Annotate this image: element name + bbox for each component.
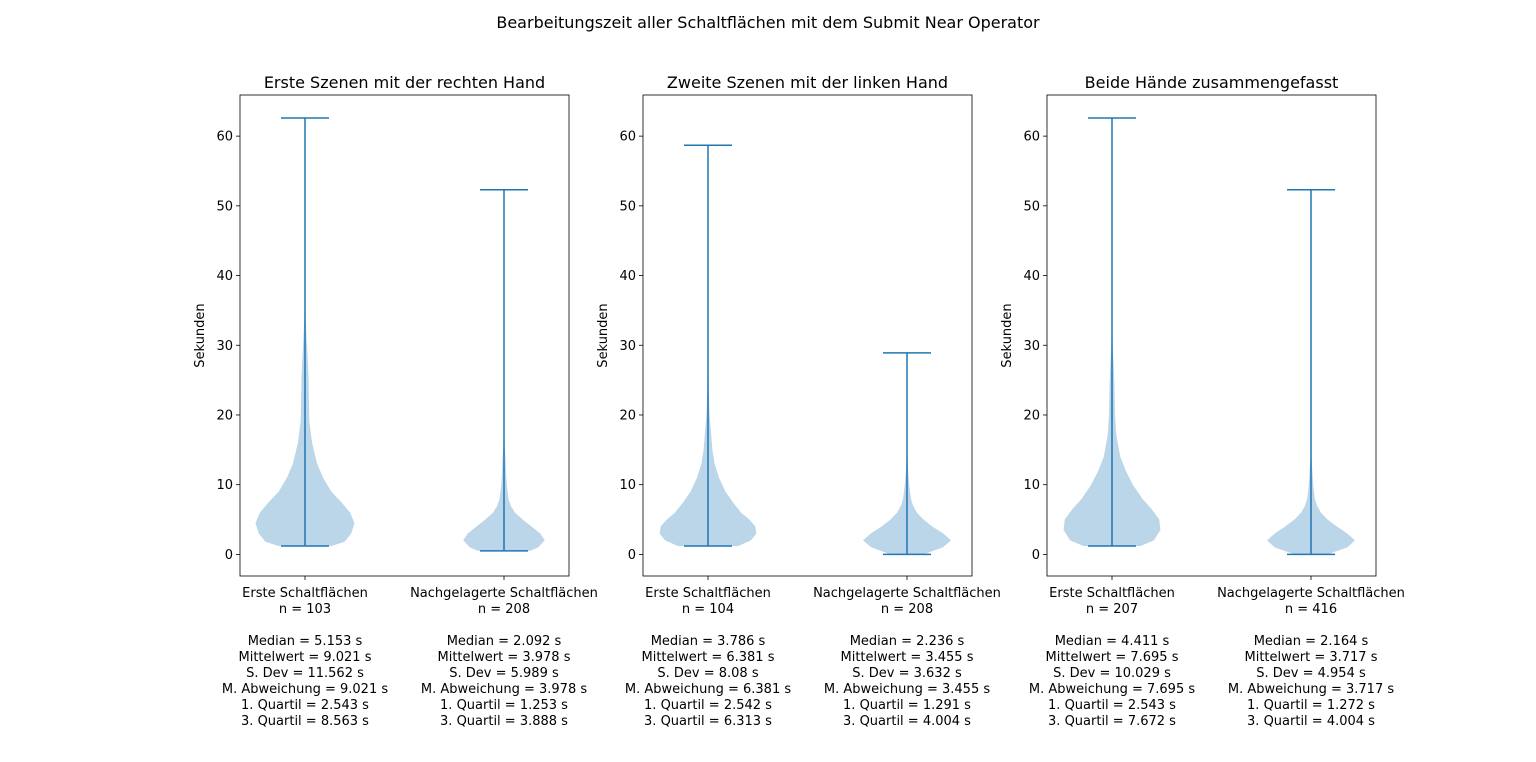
stat-label: 1. Quartil = 2.543 s (241, 698, 369, 713)
stat-label: M. Abweichung = 7.695 s (1029, 682, 1195, 697)
stat-label: Median = 4.411 s (1055, 634, 1170, 649)
stat-label: M. Abweichung = 3.717 s (1228, 682, 1394, 697)
stat-label: Mittelwert = 6.381 s (642, 650, 775, 665)
stat-label: S. Dev = 11.562 s (246, 666, 364, 681)
stat-label: 3. Quartil = 4.004 s (843, 714, 971, 729)
y-tick-label: 20 (216, 408, 233, 423)
stat-label: Mittelwert = 7.695 s (1046, 650, 1179, 665)
stat-label: S. Dev = 10.029 s (1053, 666, 1171, 681)
stat-label: Median = 3.786 s (651, 634, 766, 649)
y-tick-label: 0 (1032, 548, 1040, 563)
stat-label: 1. Quartil = 2.543 s (1048, 698, 1176, 713)
y-tick-label: 10 (1023, 478, 1040, 493)
stat-label: 1. Quartil = 2.542 s (644, 698, 772, 713)
stat-label: 1. Quartil = 1.291 s (843, 698, 971, 713)
x-tick-label: Nachgelagerte Schaltflächen (1217, 586, 1405, 601)
plot-frame (239, 94, 570, 577)
stat-label: 3. Quartil = 8.563 s (241, 714, 369, 729)
stat-label: S. Dev = 3.632 s (852, 666, 962, 681)
y-tick-label: 30 (619, 339, 636, 354)
y-tick-label: 40 (216, 269, 233, 284)
y-tick-label: 30 (1023, 339, 1040, 354)
y-tick-label: 50 (619, 199, 636, 214)
y-tick-label: 30 (216, 339, 233, 354)
stat-label: M. Abweichung = 3.455 s (824, 682, 990, 697)
y-tick-label: 50 (1023, 199, 1040, 214)
stat-label: Median = 2.092 s (447, 634, 562, 649)
x-tick-label: Erste Schaltflächen (1049, 586, 1175, 601)
stat-label: M. Abweichung = 3.978 s (421, 682, 587, 697)
y-tick-label: 40 (1023, 269, 1040, 284)
y-tick-label: 10 (216, 478, 233, 493)
stat-label: 3. Quartil = 7.672 s (1048, 714, 1176, 729)
stat-label: 3. Quartil = 4.004 s (1247, 714, 1375, 729)
stat-label: Mittelwert = 3.717 s (1245, 650, 1378, 665)
y-axis-label: Sekunden (193, 303, 208, 367)
y-tick-label: 0 (628, 548, 636, 563)
subplot-title: Erste Szenen mit der rechten Hand (264, 73, 545, 92)
stat-label: M. Abweichung = 6.381 s (625, 682, 791, 697)
sample-size-label: n = 208 (881, 602, 933, 617)
stat-label: 3. Quartil = 3.888 s (440, 714, 568, 729)
stat-label: S. Dev = 4.954 s (1256, 666, 1366, 681)
y-tick-label: 50 (216, 199, 233, 214)
stat-label: 1. Quartil = 1.253 s (440, 698, 568, 713)
plot-frame (1046, 94, 1377, 577)
y-tick-label: 60 (619, 130, 636, 145)
y-tick-label: 20 (1023, 408, 1040, 423)
y-tick-label: 0 (225, 548, 233, 563)
subplot-title: Zweite Szenen mit der linken Hand (667, 73, 948, 92)
y-tick-label: 10 (619, 478, 636, 493)
x-tick-label: Erste Schaltflächen (242, 586, 368, 601)
stat-label: S. Dev = 8.08 s (657, 666, 758, 681)
y-axis-label: Sekunden (596, 303, 611, 367)
x-tick-label: Nachgelagerte Schaltflächen (410, 586, 598, 601)
figure-title: Bearbeitungszeit aller Schaltflächen mit… (496, 13, 1040, 32)
y-tick-label: 60 (1023, 130, 1040, 145)
subplot-title: Beide Hände zusammengefasst (1085, 73, 1339, 92)
stat-label: Mittelwert = 3.455 s (841, 650, 974, 665)
stat-label: S. Dev = 5.989 s (449, 666, 559, 681)
stat-label: Mittelwert = 9.021 s (239, 650, 372, 665)
stat-label: Median = 5.153 s (248, 634, 363, 649)
stat-label: 3. Quartil = 6.313 s (644, 714, 772, 729)
y-tick-label: 20 (619, 408, 636, 423)
stat-label: Median = 2.164 s (1254, 634, 1369, 649)
stat-label: M. Abweichung = 9.021 s (222, 682, 388, 697)
y-tick-label: 60 (216, 130, 233, 145)
y-axis-label: Sekunden (1000, 303, 1015, 367)
sample-size-label: n = 104 (682, 602, 734, 617)
stat-label: 1. Quartil = 1.272 s (1247, 698, 1375, 713)
y-tick-label: 40 (619, 269, 636, 284)
stat-label: Median = 2.236 s (850, 634, 965, 649)
plot-frame (642, 94, 973, 577)
sample-size-label: n = 103 (279, 602, 331, 617)
sample-size-label: n = 207 (1086, 602, 1138, 617)
x-tick-label: Nachgelagerte Schaltflächen (813, 586, 1001, 601)
sample-size-label: n = 208 (478, 602, 530, 617)
stat-label: Mittelwert = 3.978 s (438, 650, 571, 665)
x-tick-label: Erste Schaltflächen (645, 586, 771, 601)
sample-size-label: n = 416 (1285, 602, 1337, 617)
